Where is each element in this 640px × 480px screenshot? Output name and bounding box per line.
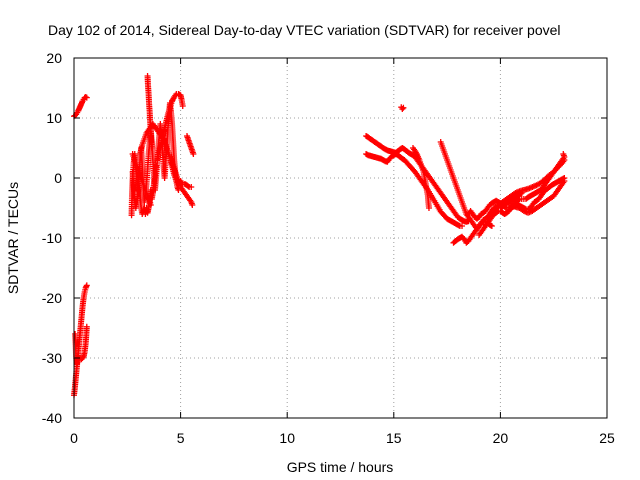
data-point (179, 103, 186, 109)
data-point (148, 145, 155, 151)
tick-labels: 0 5 10 15 20 25 -40 -30 -20 -10 0 10 20 (42, 50, 615, 446)
chart-title: Day 102 of 2014, Sidereal Day-to-day VTE… (48, 22, 561, 38)
y-tick-label: 10 (46, 110, 62, 126)
data-point (189, 202, 196, 208)
grid (74, 58, 607, 418)
y-tick-label: 0 (54, 170, 62, 186)
data-point (188, 184, 195, 190)
x-tick-label: 10 (279, 430, 295, 446)
x-axis-label: GPS time / hours (287, 459, 394, 475)
data-points (71, 73, 568, 399)
data-point (147, 202, 154, 208)
ticks (73, 57, 608, 419)
x-tick-label: 15 (386, 430, 402, 446)
y-tick-label: -40 (42, 410, 62, 426)
x-tick-label: 20 (493, 430, 509, 446)
data-point (425, 205, 432, 211)
data-point (190, 151, 197, 157)
y-tick-label: 20 (46, 50, 62, 66)
data-point (488, 223, 495, 229)
data-point (561, 178, 568, 184)
data-point (83, 282, 90, 289)
y-axis-label: SDTVAR / TECUs (5, 182, 21, 294)
x-tick-label: 5 (177, 430, 185, 446)
data-point (399, 106, 406, 112)
y-tick-label: -30 (42, 350, 62, 366)
data-point (153, 163, 160, 169)
data-point (83, 94, 90, 101)
x-tick-label: 25 (599, 430, 615, 446)
data-point (560, 151, 567, 157)
data-point (515, 196, 522, 203)
data-point (400, 104, 407, 111)
data-point (459, 223, 466, 229)
y-tick-label: -10 (42, 230, 62, 246)
x-tick-label: 0 (70, 430, 78, 446)
y-tick-label: -20 (42, 290, 62, 306)
data-point (185, 183, 192, 190)
data-point (83, 323, 90, 330)
data-point (561, 157, 568, 163)
plot-frame (73, 57, 608, 419)
